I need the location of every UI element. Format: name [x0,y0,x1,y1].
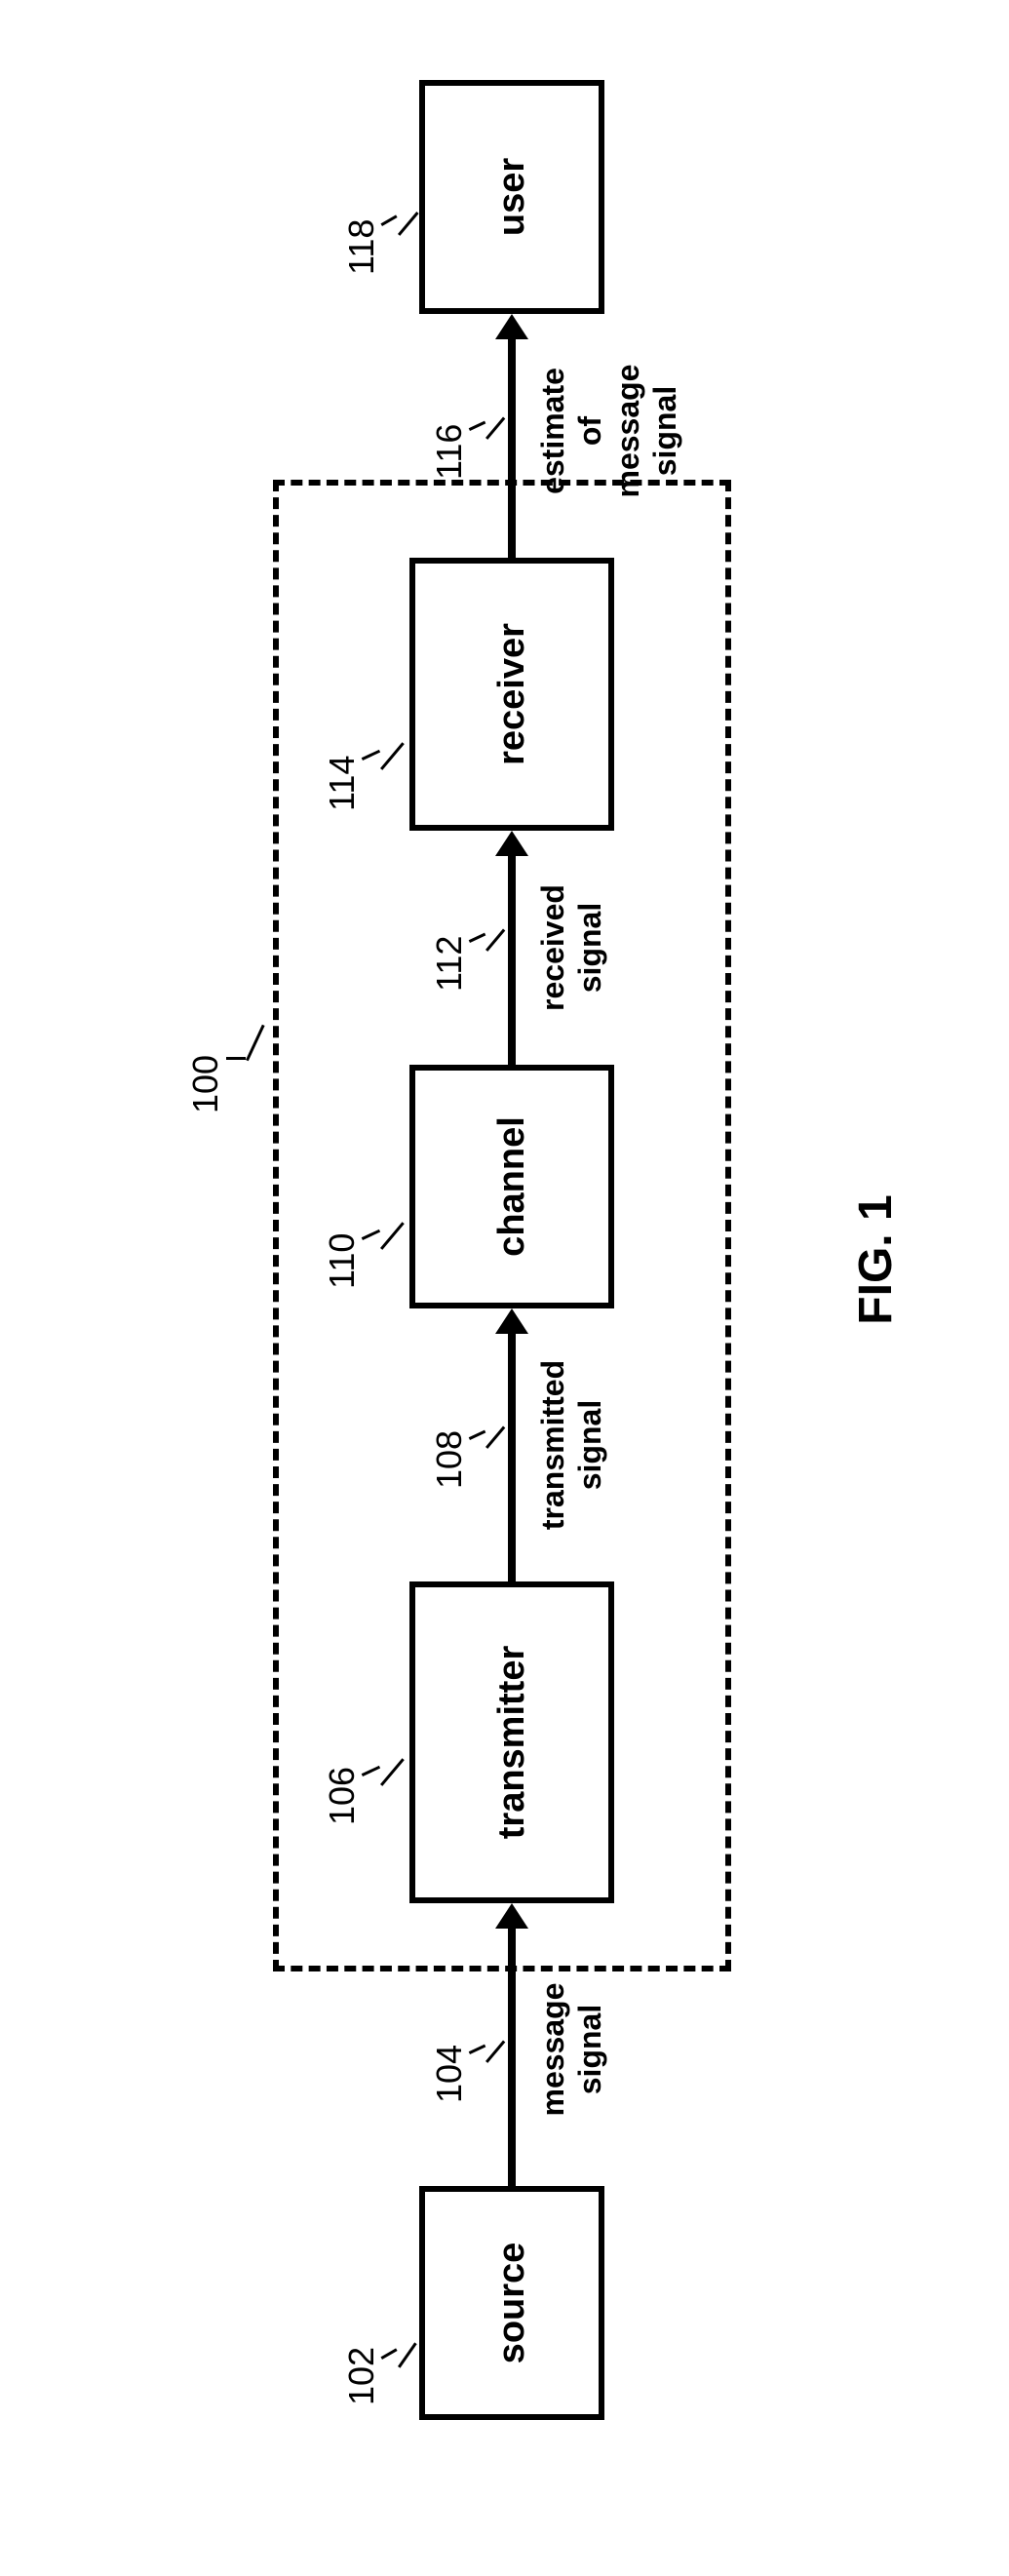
block-source-label: source [491,2243,533,2364]
label-transmitted-l1: transmitted [535,1360,570,1530]
ref-116: 116 [429,424,470,480]
ref-100: 100 [185,1055,226,1113]
block-source: source [419,2186,604,2420]
ref-114: 114 [322,756,363,811]
leader-118b [398,212,419,236]
block-receiver: receiver [409,558,614,831]
arrowhead-estimate [495,314,528,339]
block-transmitter-label: transmitter [491,1646,533,1840]
label-received-l1: received [535,884,570,1011]
arrow-transmitted [508,1334,516,1581]
ref-112: 112 [429,936,470,992]
ref-108: 108 [429,1430,470,1489]
block-channel-label: channel [491,1116,533,1257]
block-user: user [419,80,604,314]
ref-118: 118 [341,219,382,275]
diagram-rotated-container: 100 source 102 transmitter 106 channel 1… [0,0,1009,2576]
arrowhead-received [495,831,528,856]
leader-116b [485,417,505,440]
ref-106: 106 [322,1767,363,1825]
block-user-label: user [491,158,533,236]
leader-104 [469,2045,486,2054]
leader-100-b [246,1025,265,1062]
leader-118 [381,215,398,226]
leader-116 [469,421,486,431]
ref-110: 110 [322,1233,363,1289]
label-estimate-l4: signal [647,386,682,476]
label-transmitted-l2: signal [572,1400,607,1490]
leader-102b [398,2342,417,2367]
ref-104: 104 [429,2045,470,2103]
leader-102 [381,2348,398,2360]
block-receiver-label: receiver [491,623,533,765]
arrow-received [508,856,516,1065]
block-channel: channel [409,1065,614,1308]
leader-100-a [226,1057,246,1060]
label-estimate-l3: message [610,365,645,498]
label-message-l1: message [535,1983,570,2117]
arrow-message [508,1929,516,2186]
block-transmitter: transmitter [409,1581,614,1903]
label-message-l2: signal [572,2005,607,2094]
label-transmitted: transmitted signal [534,1308,609,1581]
label-estimate-l2: of [572,416,607,446]
figure-caption: FIG. 1 [848,1113,905,1406]
label-received-l2: signal [572,903,607,993]
label-message: message signal [534,1932,609,2166]
ref-102: 102 [341,2347,382,2405]
arrowhead-message [495,1903,528,1929]
label-received: received signal [534,840,609,1055]
leader-104b [485,2041,505,2063]
label-estimate-l1: estimate [535,368,570,494]
arrow-estimate [508,339,516,558]
arrowhead-transmitted [495,1308,528,1334]
figure-canvas: 100 source 102 transmitter 106 channel 1… [0,0,1009,2576]
label-estimate: estimate of message signal [534,329,684,533]
